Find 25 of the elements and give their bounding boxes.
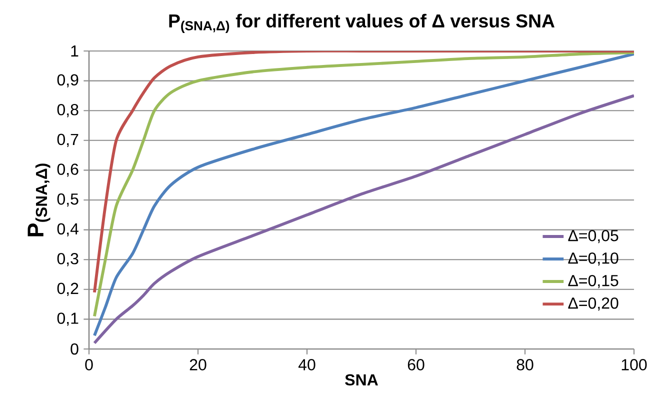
- y-tick-label: 0,9: [57, 74, 78, 88]
- y-tick-label: 0,5: [57, 193, 78, 207]
- y-tick-label: 0: [70, 343, 78, 355]
- legend-label: Δ=0,15: [568, 274, 618, 288]
- x-tick-label: 100: [622, 359, 647, 370]
- legend-label: Δ=0,20: [568, 297, 618, 311]
- y-tick-label: 0,6: [57, 164, 78, 177]
- y-tick-label: 0,3: [57, 252, 78, 266]
- chart-title: P$_{(SNA,Δ)}$ for different values of Δ versus SNA: [169, 14, 554, 33]
- y-tick-label: 0,7: [57, 134, 78, 148]
- legend-label: Δ=0,05: [568, 230, 618, 244]
- x-tick-label: 80: [516, 359, 534, 370]
- x-tick-label: 40: [298, 359, 316, 370]
- y-tick-label: 0,1: [57, 312, 78, 326]
- x-axis-title: SNA: [345, 374, 378, 386]
- y-tick-label: 0,4: [57, 223, 78, 236]
- legend-label: Δ=0,10: [568, 252, 618, 266]
- y-tick-label: 0,2: [57, 282, 78, 296]
- y-tick-label: 0,8: [57, 104, 78, 118]
- y-tick-label: 1: [71, 46, 78, 57]
- x-tick-label: 0: [85, 359, 93, 370]
- y-axis-title: P$_{(SNA,Δ)}$: [28, 164, 50, 236]
- x-tick-label: 60: [408, 359, 424, 370]
- x-tick-label: 20: [190, 359, 206, 370]
- line-series: [92, 94, 634, 345]
